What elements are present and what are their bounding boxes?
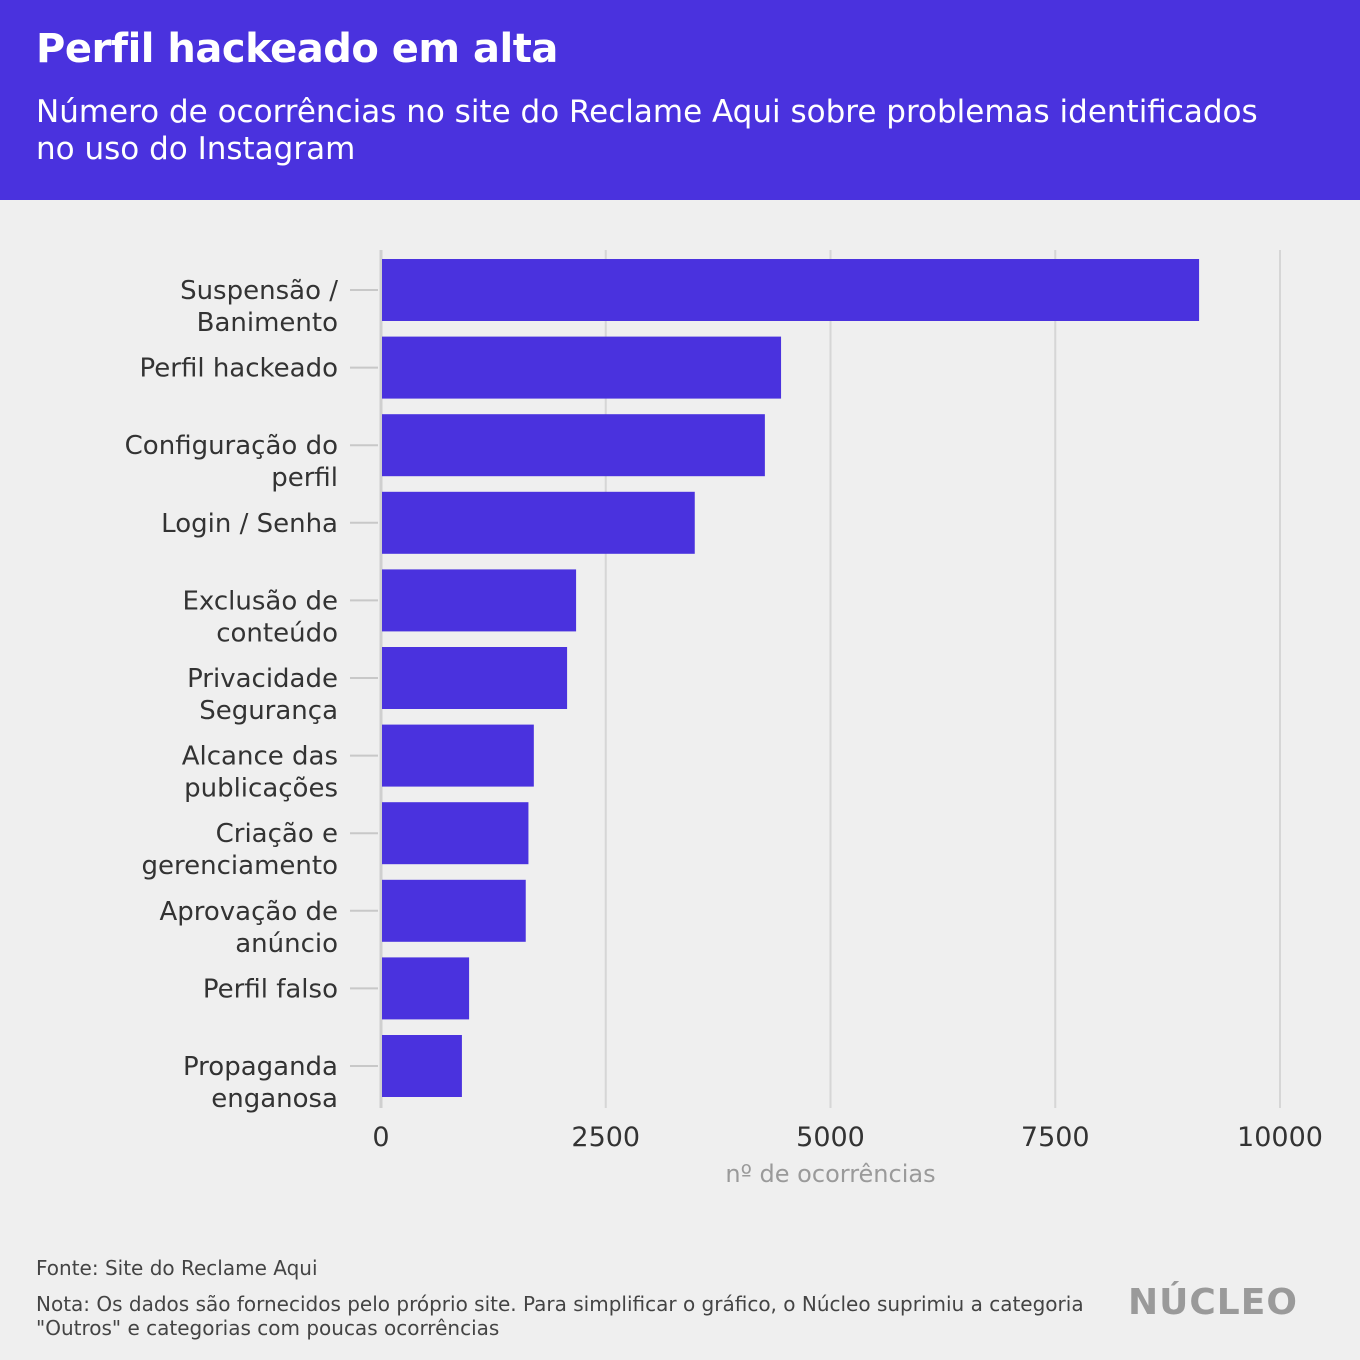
category-label: Perfil hackeado [140,354,338,384]
chart-title: Perfil hackeado em alta [36,26,558,72]
bar [382,957,470,1020]
category-label: Criação e gerenciamento [142,819,338,881]
x-tick-labels: 0 2500 5000 7500 10000 [372,1122,1323,1153]
x-tick-label: 5000 [796,1122,865,1153]
category-label: Configuração do perfil [125,431,338,493]
bar [382,259,1200,321]
nucleo-logo: NÚCLEO [1128,1282,1298,1323]
bar [382,879,526,942]
x-tick-label: 7500 [1021,1122,1090,1153]
bar [382,491,695,554]
header: Perfil hackeado em alta Número de ocorrê… [0,0,1360,200]
source-note: Fonte: Site do Reclame Aqui [36,1256,318,1280]
footnote: Nota: Os dados são fornecidos pelo própr… [36,1292,1084,1340]
x-axis-title: nº de ocorrências [725,1160,935,1188]
category-label: Perfil falso [203,974,338,1004]
category-label: Propaganda enganosa [183,1052,338,1114]
x-tick-label: 2500 [571,1122,640,1153]
bar [382,802,529,865]
bars [382,259,1200,1097]
category-label: Exclusão de conteúdo [182,586,338,648]
bar [382,724,534,787]
category-label: Login / Senha [161,509,338,539]
bar [382,1035,462,1097]
category-label: Alcance das publicações [182,742,338,804]
category-label: Suspensão / Banimento [180,276,338,338]
chart-subtitle: Número de ocorrências no site do Reclame… [36,94,1258,167]
bar [382,414,765,477]
bar [382,647,568,709]
bar [382,569,577,632]
bar-chart: Suspensão / Banimento Perfil hackeado Confi… [125,250,1323,1188]
category-label: Aprovação de anúncio [159,897,338,959]
x-tick-label: 0 [372,1122,389,1153]
bar [382,336,782,399]
x-tick-label: 10000 [1237,1122,1323,1153]
category-labels: Suspensão / Banimento Perfil hackeado Confi… [125,276,339,1114]
category-label: Privacidade Segurança [187,664,338,726]
